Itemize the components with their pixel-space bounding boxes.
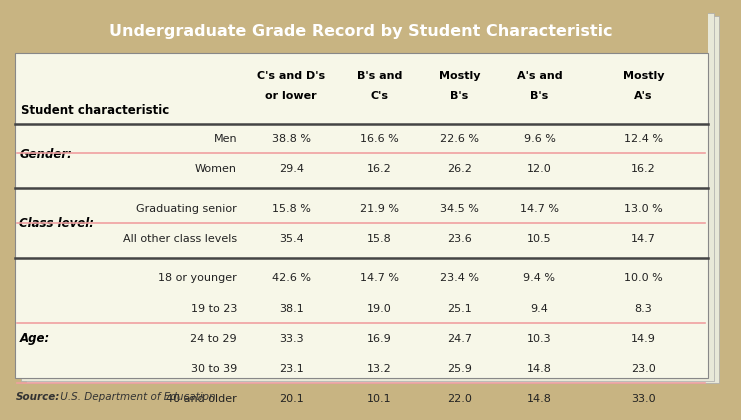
Text: 16.2: 16.2 bbox=[367, 164, 392, 174]
Text: Mostly: Mostly bbox=[439, 71, 480, 81]
Text: 22.0: 22.0 bbox=[447, 394, 472, 404]
Text: All other class levels: All other class levels bbox=[123, 234, 237, 244]
Bar bbox=[21, 13, 714, 381]
Text: or lower: or lower bbox=[265, 91, 317, 101]
Text: 10.1: 10.1 bbox=[367, 394, 392, 404]
Text: 9.4: 9.4 bbox=[531, 304, 548, 314]
Text: Gender:: Gender: bbox=[19, 148, 72, 160]
Text: 14.9: 14.9 bbox=[631, 334, 656, 344]
Text: 10.5: 10.5 bbox=[527, 234, 552, 244]
Text: 26.2: 26.2 bbox=[447, 164, 472, 174]
Text: 14.7: 14.7 bbox=[631, 234, 656, 244]
Text: 18 or younger: 18 or younger bbox=[159, 273, 237, 284]
Text: 35.4: 35.4 bbox=[279, 234, 304, 244]
Text: 16.2: 16.2 bbox=[631, 164, 656, 174]
Text: 19.0: 19.0 bbox=[367, 304, 392, 314]
Text: 8.3: 8.3 bbox=[635, 304, 652, 314]
Text: 40 and older: 40 and older bbox=[167, 394, 237, 404]
Text: 14.8: 14.8 bbox=[527, 364, 552, 374]
Text: 15.8: 15.8 bbox=[367, 234, 392, 244]
Text: 34.5 %: 34.5 % bbox=[440, 204, 479, 214]
Text: Men: Men bbox=[213, 134, 237, 144]
Text: 20.1: 20.1 bbox=[279, 394, 304, 404]
Text: 9.4 %: 9.4 % bbox=[523, 273, 556, 284]
Text: Source:: Source: bbox=[16, 392, 61, 402]
Bar bbox=[15, 52, 708, 378]
Text: Student characteristic: Student characteristic bbox=[21, 104, 169, 117]
Text: A's: A's bbox=[634, 91, 653, 101]
Text: B's and: B's and bbox=[356, 71, 402, 81]
Text: 22.6 %: 22.6 % bbox=[440, 134, 479, 144]
Text: Undergraduate Grade Record by Student Characteristic: Undergraduate Grade Record by Student Ch… bbox=[110, 24, 613, 39]
Text: Mostly: Mostly bbox=[622, 71, 665, 81]
Text: 38.8 %: 38.8 % bbox=[272, 134, 310, 144]
Text: 29.4: 29.4 bbox=[279, 164, 304, 174]
Text: 33.3: 33.3 bbox=[279, 334, 304, 344]
Text: 10.3: 10.3 bbox=[527, 334, 552, 344]
Text: Women: Women bbox=[195, 164, 237, 174]
Text: 14.7 %: 14.7 % bbox=[360, 273, 399, 284]
Text: C's and D's: C's and D's bbox=[257, 71, 325, 81]
Text: 16.6 %: 16.6 % bbox=[360, 134, 399, 144]
Text: Age:: Age: bbox=[19, 333, 50, 345]
Text: 25.1: 25.1 bbox=[447, 304, 472, 314]
Text: 14.8: 14.8 bbox=[527, 394, 552, 404]
Text: 42.6 %: 42.6 % bbox=[272, 273, 310, 284]
Text: 15.8 %: 15.8 % bbox=[272, 204, 310, 214]
Text: 9.6 %: 9.6 % bbox=[523, 134, 556, 144]
Text: 19 to 23: 19 to 23 bbox=[190, 304, 237, 314]
Text: C's: C's bbox=[370, 91, 388, 101]
Text: Graduating senior: Graduating senior bbox=[136, 204, 237, 214]
Text: 21.9 %: 21.9 % bbox=[360, 204, 399, 214]
Text: 25.9: 25.9 bbox=[447, 364, 472, 374]
Text: 30 to 39: 30 to 39 bbox=[191, 364, 237, 374]
Text: 10.0 %: 10.0 % bbox=[624, 273, 663, 284]
Text: 16.9: 16.9 bbox=[367, 334, 392, 344]
Text: 13.2: 13.2 bbox=[367, 364, 392, 374]
Text: A's and: A's and bbox=[516, 71, 562, 81]
Text: 23.0: 23.0 bbox=[631, 364, 656, 374]
Bar bbox=[15, 10, 708, 52]
Text: 23.1: 23.1 bbox=[279, 364, 304, 374]
Text: 13.0 %: 13.0 % bbox=[624, 204, 663, 214]
Text: B's: B's bbox=[451, 91, 468, 101]
Text: 12.0: 12.0 bbox=[527, 164, 552, 174]
Text: 14.7 %: 14.7 % bbox=[520, 204, 559, 214]
Text: 38.1: 38.1 bbox=[279, 304, 304, 314]
Text: 23.4 %: 23.4 % bbox=[440, 273, 479, 284]
Text: B's: B's bbox=[531, 91, 548, 101]
Text: 12.4 %: 12.4 % bbox=[624, 134, 663, 144]
Text: U.S. Department of Education: U.S. Department of Education bbox=[57, 392, 216, 402]
Text: 33.0: 33.0 bbox=[631, 394, 656, 404]
Text: 24 to 29: 24 to 29 bbox=[190, 334, 237, 344]
Text: 23.6: 23.6 bbox=[447, 234, 472, 244]
Text: 24.7: 24.7 bbox=[447, 334, 472, 344]
Bar bbox=[26, 16, 719, 383]
Text: Class level:: Class level: bbox=[19, 218, 94, 230]
